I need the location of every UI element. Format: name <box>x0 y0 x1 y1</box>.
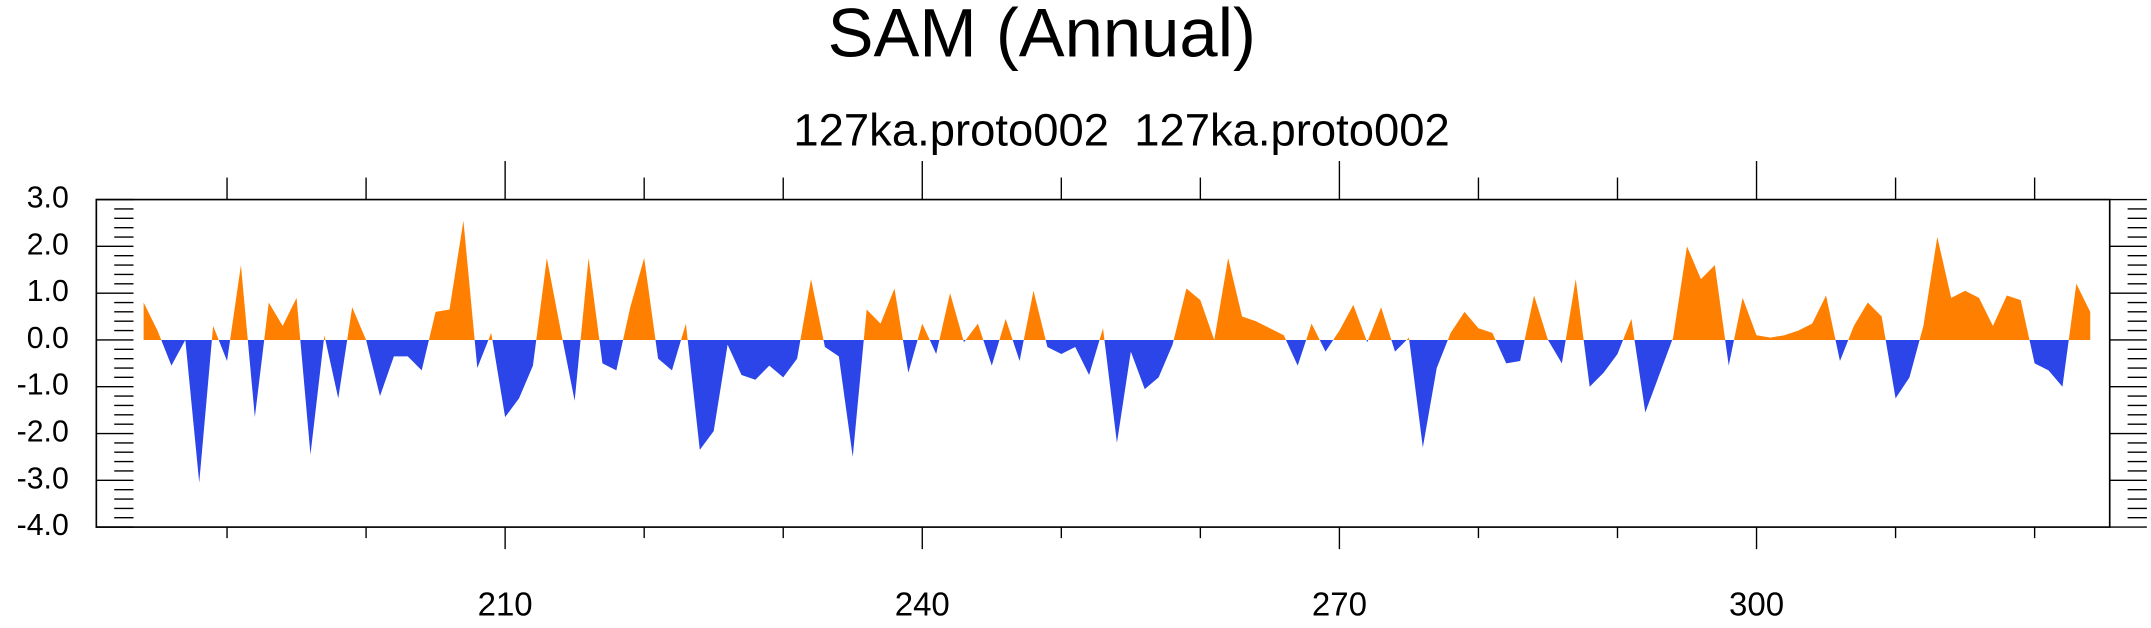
x-tick-label: 240 <box>895 586 950 623</box>
y-tick-label: -1.0 <box>17 369 69 402</box>
y-tick-label: -4.0 <box>17 509 69 542</box>
x-tick-label: 270 <box>1312 586 1367 623</box>
plot-frame <box>95 198 2111 528</box>
y-tick-label: 1.0 <box>27 275 69 308</box>
chart-subtitle: 127ka.proto002 127ka.proto002 <box>793 105 1449 156</box>
y-tick-label: 0.0 <box>27 322 69 355</box>
x-tick-label: 300 <box>1729 586 1784 623</box>
y-tick-label: 2.0 <box>27 228 69 261</box>
y-tick-label: -3.0 <box>17 462 69 495</box>
y-tick-label: -2.0 <box>17 416 69 449</box>
x-tick-label: 210 <box>478 586 533 623</box>
y-tick-label: 3.0 <box>27 182 69 215</box>
chart-title: SAM (Annual) <box>828 0 1256 72</box>
positive-area <box>143 220 2091 340</box>
negative-area <box>143 339 2091 483</box>
